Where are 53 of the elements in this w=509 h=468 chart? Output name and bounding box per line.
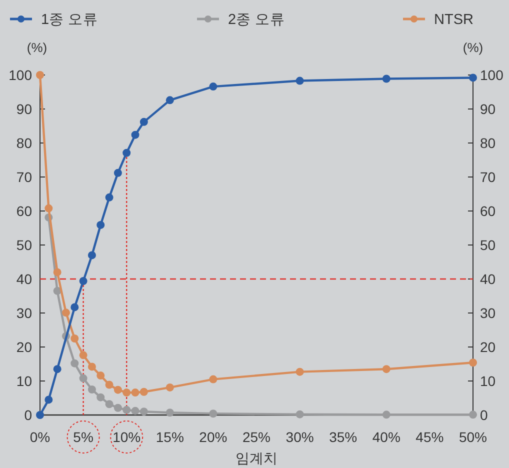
point (96, 393, 105, 402)
point (88, 362, 96, 371)
point (296, 368, 304, 376)
point (209, 375, 218, 384)
point (131, 130, 140, 139)
point (44, 204, 53, 212)
xlabel: 임계치 (236, 450, 278, 466)
point (105, 400, 114, 408)
point (105, 380, 114, 389)
point (140, 408, 148, 416)
point (88, 251, 96, 260)
point (62, 308, 70, 317)
legend-label: NTSR (434, 12, 474, 28)
point (53, 365, 62, 374)
legend-label: 1종 오류 (41, 12, 98, 28)
point (382, 365, 390, 374)
point (122, 148, 131, 157)
point (70, 359, 79, 368)
point (469, 358, 477, 367)
point (166, 96, 174, 104)
point (36, 411, 44, 419)
point (114, 168, 122, 177)
y2label: (%) (462, 40, 484, 55)
point (122, 406, 131, 414)
point (140, 388, 148, 396)
point (296, 76, 304, 85)
point (70, 303, 79, 312)
point (79, 374, 88, 382)
point (79, 277, 88, 286)
point (166, 383, 174, 392)
point (53, 268, 62, 276)
point (209, 82, 218, 91)
legend-label: 2종 오류 (228, 12, 286, 28)
point (140, 118, 148, 126)
point (131, 406, 140, 415)
point (88, 386, 96, 394)
point (79, 351, 88, 360)
point (469, 410, 477, 419)
point (382, 410, 390, 419)
point (166, 408, 174, 417)
point (44, 396, 53, 404)
point (96, 220, 105, 229)
ylabel: (%) (26, 40, 48, 55)
point (114, 404, 122, 412)
point (296, 410, 304, 418)
point (209, 410, 218, 418)
point (70, 334, 79, 342)
point (382, 74, 390, 83)
point (122, 388, 131, 397)
point (105, 193, 114, 202)
point (114, 386, 122, 394)
point (96, 372, 105, 380)
point (131, 388, 140, 397)
